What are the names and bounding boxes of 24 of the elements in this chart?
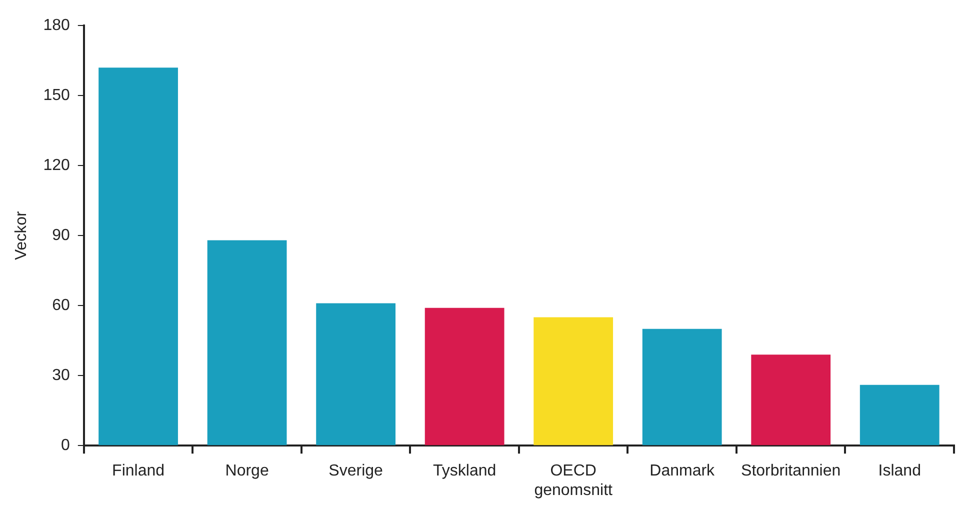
x-tick-label: OECD genomsnitt [534, 462, 614, 499]
x-tick-label: Danmark [650, 462, 716, 480]
y-tick-label: 120 [43, 157, 70, 174]
bar [98, 68, 178, 446]
y-tick-label: 180 [43, 17, 70, 34]
bar [534, 317, 614, 446]
y-tick-label: 90 [52, 227, 70, 244]
bar [424, 308, 504, 446]
x-tick-label: Norge [225, 462, 269, 480]
x-tick-label: Sverige [328, 462, 384, 480]
bar [316, 303, 396, 446]
bar [207, 240, 287, 446]
y-tick-label: 30 [52, 367, 70, 384]
y-tick-label: 60 [52, 297, 70, 314]
x-tick-label: Storbritannien [741, 462, 841, 480]
x-tick-label: Tyskland [432, 462, 496, 480]
y-tick-label: 150 [43, 87, 70, 104]
x-tick-label: Finland [112, 462, 165, 480]
y-axis-title: Veckor [13, 210, 30, 260]
bar [642, 328, 722, 446]
y-tick-label: 0 [60, 437, 70, 454]
x-tick-label: Island [878, 462, 921, 480]
bar [860, 384, 940, 446]
bar [751, 354, 831, 446]
